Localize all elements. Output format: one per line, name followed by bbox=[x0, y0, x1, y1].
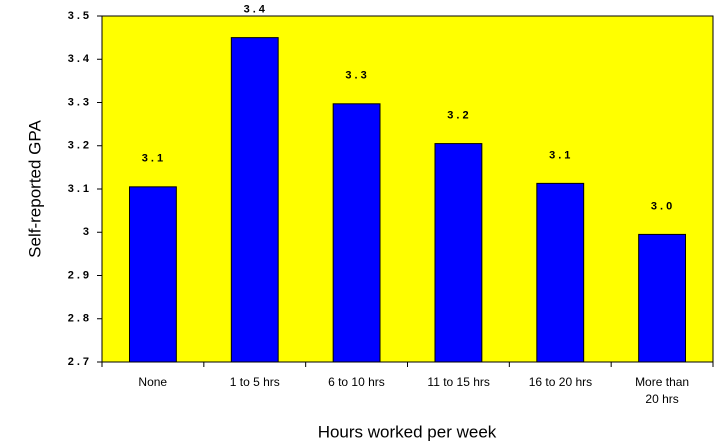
value-label: 3.2 bbox=[447, 109, 471, 121]
y-tick-label: 3.1 bbox=[68, 183, 92, 195]
y-tick-label: 3.4 bbox=[68, 53, 92, 65]
bar bbox=[434, 143, 483, 363]
plot-area bbox=[101, 15, 714, 363]
x-tick-label: 6 to 10 hrs bbox=[328, 375, 385, 389]
y-tick-label: 3.3 bbox=[68, 96, 92, 108]
bar bbox=[128, 186, 177, 363]
y-tick-label: 3.5 bbox=[68, 10, 92, 22]
bar bbox=[536, 182, 585, 363]
bar bbox=[332, 103, 381, 363]
x-tick-label: 16 to 20 hrs bbox=[528, 375, 593, 389]
value-label: 3.0 bbox=[651, 200, 675, 212]
bar bbox=[638, 233, 687, 363]
value-label: 3.1 bbox=[549, 149, 573, 161]
y-tick-label: 2.8 bbox=[68, 313, 92, 325]
x-axis-label: Hours worked per week bbox=[318, 422, 497, 441]
y-tick-label: 3 bbox=[83, 226, 92, 238]
y-tick-label: 2.7 bbox=[68, 356, 92, 368]
y-tick-label: 2.9 bbox=[68, 269, 92, 281]
value-label: 3.4 bbox=[244, 4, 268, 16]
bar bbox=[230, 37, 279, 363]
value-label: 3.3 bbox=[345, 70, 369, 82]
y-axis-label: Self-reported GPA bbox=[25, 120, 44, 258]
x-tick-label: 11 to 15 hrs bbox=[427, 375, 490, 389]
x-tick-label: More than 20 hrs bbox=[635, 375, 690, 406]
x-tick-label: None bbox=[138, 375, 168, 389]
y-tick-label: 3.2 bbox=[68, 140, 92, 152]
value-label: 3.1 bbox=[142, 153, 166, 165]
x-tick-label: 1 to 5 hrs bbox=[229, 375, 280, 389]
